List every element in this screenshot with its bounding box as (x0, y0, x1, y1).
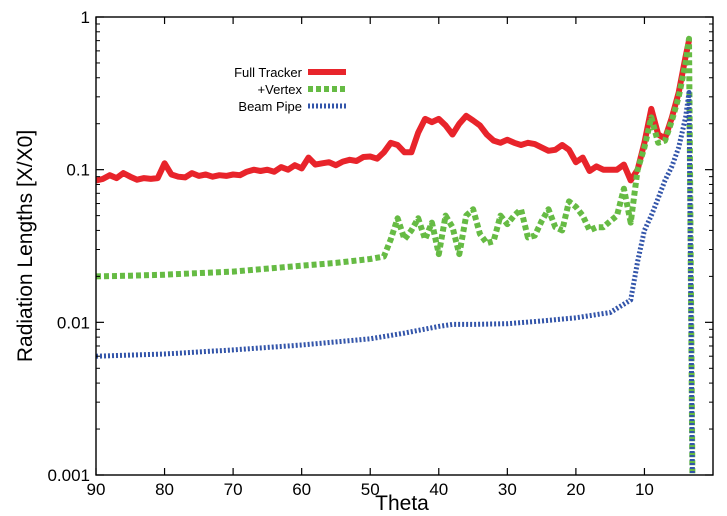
series-line-0 (95, 39, 692, 184)
x-tick-label: 30 (498, 480, 517, 499)
plot-series (95, 35, 696, 476)
y-tick-label: 0.001 (47, 466, 90, 485)
x-tick-label: 50 (361, 480, 380, 499)
y-axis-title: Radiation Lengths [X/X0] (14, 130, 37, 362)
x-tick-label: 40 (429, 480, 448, 499)
legend: Full Tracker +Vertex Beam Pipe (234, 65, 346, 114)
x-tick-label: 70 (224, 480, 243, 499)
y-tick-label: 0.1 (66, 161, 90, 180)
legend-label-0: Full Tracker (234, 65, 303, 80)
plot-frame (95, 16, 714, 476)
x-axis: 90 80 70 60 50 40 30 20 10 (87, 17, 654, 499)
legend-label-2: Beam Pipe (238, 99, 302, 114)
legend-label-1: +Vertex (258, 82, 303, 97)
series-line-1 (95, 35, 696, 476)
x-axis-title: Theta (375, 492, 429, 515)
series-line-2 (95, 90, 695, 476)
x-tick-label: 90 (87, 480, 106, 499)
x-tick-label: 10 (635, 480, 654, 499)
x-tick-label: 60 (292, 480, 311, 499)
x-tick-label: 20 (566, 480, 585, 499)
x-tick-label: 80 (155, 480, 174, 499)
y-tick-label: 0.01 (57, 313, 90, 332)
y-axis: 0.001 0.01 0.1 1 (47, 8, 713, 485)
y-tick-label: 1 (81, 8, 90, 27)
